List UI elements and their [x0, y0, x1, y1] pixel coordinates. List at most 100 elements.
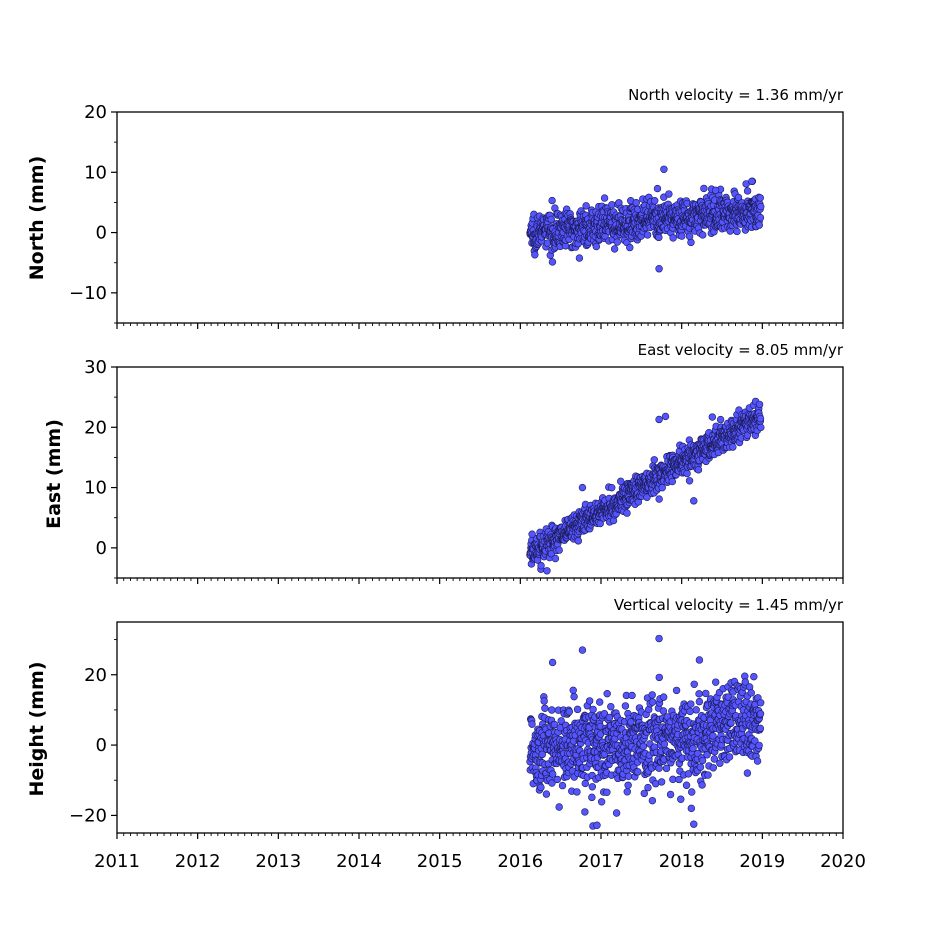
- data-point: [750, 672, 758, 681]
- data-point: [558, 781, 567, 790]
- data-point: [688, 788, 696, 796]
- data-point: [648, 796, 657, 805]
- y-tick-label: 30: [84, 357, 107, 378]
- data-point-outlier: [655, 634, 663, 643]
- data-point: [589, 705, 597, 714]
- y-tick-label: 20: [84, 102, 107, 123]
- data-point: [605, 713, 614, 722]
- x-tick-label: 2011: [94, 851, 140, 872]
- data-point: [613, 238, 621, 246]
- data-point: [710, 755, 719, 763]
- data-points: [526, 165, 765, 273]
- data-point-outlier: [655, 415, 663, 424]
- y-tick-label: 10: [84, 162, 107, 183]
- data-point: [588, 783, 597, 791]
- height-plot-area: 2011 2012 2013 2014 2015 2016 2017 2018 2019 2020…: [69, 621, 866, 872]
- vertical-velocity-title: Vertical velocity = 1.45 mm/yr: [614, 596, 844, 614]
- data-points: [526, 634, 765, 830]
- data-point: [600, 710, 609, 718]
- data-point: [672, 686, 681, 695]
- data-point: [548, 779, 556, 787]
- data-point: [683, 469, 691, 478]
- data-point: [751, 737, 759, 745]
- data-point: [689, 744, 697, 753]
- data-point: [716, 759, 724, 767]
- data-point: [528, 530, 536, 538]
- data-point: [648, 691, 656, 699]
- data-point: [734, 193, 743, 202]
- y-tick-label: 0: [96, 223, 107, 244]
- data-point: [643, 231, 652, 239]
- data-point: [574, 537, 582, 545]
- data-point: [756, 699, 765, 707]
- data-point: [685, 477, 694, 485]
- data-point-outlier: [695, 656, 704, 664]
- x-tick-label: 2013: [255, 851, 301, 872]
- y-tick-label: 0: [96, 538, 107, 559]
- data-point: [741, 678, 749, 686]
- data-point: [648, 698, 657, 706]
- x-tick-label: 2019: [739, 851, 785, 872]
- data-point: [575, 254, 584, 262]
- data-point: [603, 788, 611, 796]
- data-point: [756, 710, 765, 718]
- y-tick-label: 10: [84, 478, 107, 499]
- data-point-outlier: [543, 567, 551, 575]
- data-point: [660, 740, 669, 748]
- data-point-outlier: [655, 265, 663, 273]
- data-point: [659, 707, 668, 715]
- data-point: [627, 718, 635, 726]
- data-point: [686, 707, 694, 716]
- x-tick-label: 2020: [820, 851, 866, 872]
- data-point: [716, 415, 725, 424]
- data-point: [570, 692, 578, 701]
- data-point: [550, 720, 559, 729]
- data-point: [669, 234, 677, 242]
- data-point: [682, 781, 691, 789]
- data-point: [537, 783, 545, 792]
- height-panel: Vertical velocity = 1.45 mm/yr Height (m…: [26, 596, 866, 872]
- data-point: [702, 689, 710, 698]
- data-point: [531, 251, 539, 259]
- data-point: [757, 423, 765, 432]
- data-point-outlier: [711, 186, 720, 195]
- data-point: [582, 202, 590, 210]
- data-point: [756, 194, 764, 202]
- data-point-outlier: [578, 646, 587, 654]
- data-point: [665, 190, 673, 198]
- north-panel: North velocity = 1.36 mm/yr North (mm) −…: [26, 86, 844, 329]
- data-point: [668, 477, 677, 486]
- data-point: [695, 697, 704, 706]
- data-point: [755, 741, 763, 750]
- data-point: [700, 184, 708, 193]
- data-point: [628, 691, 636, 700]
- data-point: [698, 781, 706, 789]
- data-point: [621, 702, 630, 710]
- data-point: [712, 678, 720, 686]
- data-point: [581, 779, 589, 788]
- data-point: [747, 689, 755, 697]
- data-point: [626, 243, 634, 252]
- data-point: [537, 561, 545, 570]
- data-point: [755, 400, 764, 409]
- height-ylabel: Height (mm): [26, 661, 48, 796]
- data-point: [655, 673, 663, 682]
- data-point-outlier: [581, 808, 589, 816]
- data-point: [657, 778, 666, 786]
- data-point: [696, 763, 705, 771]
- data-point: [685, 232, 694, 241]
- data-point: [623, 509, 631, 517]
- east-panel: East velocity = 8.05 mm/yr East (mm) 0 10…: [43, 341, 844, 584]
- data-point: [624, 781, 632, 789]
- data-point: [600, 194, 609, 202]
- x-tick-label: 2017: [578, 851, 624, 872]
- data-point: [698, 756, 707, 765]
- north-plot-area: −10 0 10 20: [69, 102, 844, 329]
- data-point: [692, 706, 700, 714]
- data-point: [703, 751, 711, 759]
- data-point: [756, 724, 765, 733]
- data-point-outlier: [708, 413, 717, 421]
- data-point: [709, 732, 717, 740]
- data-point-outlier: [690, 497, 698, 505]
